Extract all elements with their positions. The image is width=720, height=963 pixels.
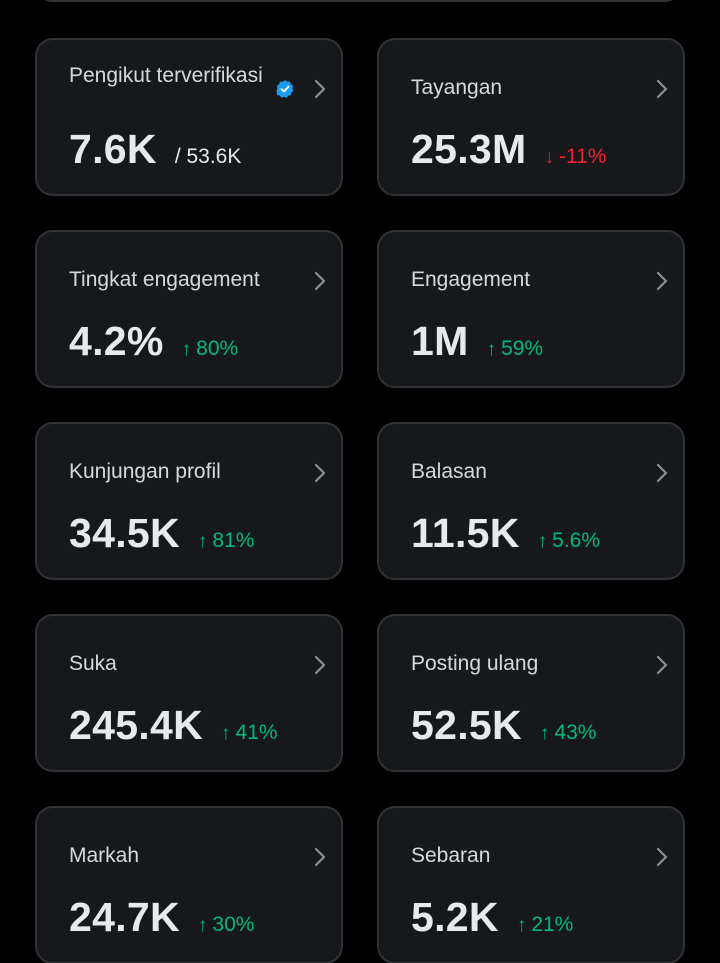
metric-change: ↑ 81%	[198, 529, 255, 553]
metric-value: 5.2K	[411, 894, 499, 940]
verified-badge-icon	[276, 80, 294, 98]
metric-label: Sebaran	[411, 844, 491, 867]
metric-label: Balasan	[411, 460, 487, 483]
metric-value-row: 7.6K / 53.6K	[69, 126, 241, 173]
metric-change-value: 30%	[212, 913, 255, 936]
metric-change: ↑ 43%	[540, 721, 597, 745]
metric-card-engagement-rate[interactable]: Tingkat engagement 4.2% ↑ 80%	[35, 230, 343, 388]
metric-change: ↑ 41%	[221, 721, 278, 745]
metric-value-row: 4.2% ↑ 80%	[69, 318, 238, 365]
chevron-right-icon	[656, 847, 668, 867]
metric-change-value: 59%	[501, 337, 544, 360]
metric-value: 34.5K	[69, 510, 180, 556]
metric-value: 4.2%	[69, 318, 164, 364]
chevron-right-icon	[314, 463, 326, 483]
arrow-up-icon: ↑	[516, 915, 527, 936]
metric-total: / 53.6K	[174, 145, 242, 168]
metric-label: Posting ulang	[411, 652, 539, 675]
metric-label: Markah	[69, 844, 140, 867]
chevron-right-icon	[314, 271, 326, 291]
metric-card-shares[interactable]: Sebaran 5.2K ↑ 21%	[377, 806, 685, 963]
metric-label: Engagement	[411, 268, 531, 291]
metric-value-row: 25.3M ↓ -11%	[411, 126, 606, 173]
metric-label: Tingkat engagement	[69, 268, 260, 291]
metric-card-engagement[interactable]: Engagement 1M ↑ 59%	[377, 230, 685, 388]
metric-value: 25.3M	[411, 126, 527, 172]
metric-change: ↓ -11%	[544, 145, 606, 169]
chevron-right-icon	[656, 79, 668, 99]
metric-change-value: 5.6%	[552, 529, 601, 552]
metric-value: 245.4K	[69, 702, 204, 748]
arrow-up-icon: ↑	[197, 915, 208, 936]
previous-card[interactable]	[35, 0, 683, 2]
metric-value: 7.6K	[69, 126, 157, 172]
chevron-right-icon	[656, 271, 668, 291]
metric-value: 52.5K	[411, 702, 522, 748]
arrow-up-icon: ↑	[486, 339, 497, 360]
metric-value-row: 52.5K ↑ 43%	[411, 702, 596, 749]
metric-card-reposts[interactable]: Posting ulang 52.5K ↑ 43%	[377, 614, 685, 772]
metric-value-row: 34.5K ↑ 81%	[69, 510, 254, 557]
arrow-up-icon: ↑	[221, 723, 231, 744]
metric-change-value: -11%	[558, 145, 607, 168]
metric-label: Tayangan	[411, 76, 503, 99]
metric-value-row: 1M ↑ 59%	[411, 318, 543, 365]
metric-value: 1M	[411, 318, 469, 364]
metric-value-row: 11.5K ↑ 5.6%	[411, 510, 600, 557]
metric-change: ↑ 5.6%	[538, 529, 600, 553]
metric-card-likes[interactable]: Suka 245.4K ↑ 41%	[35, 614, 343, 772]
metric-value-row: 245.4K ↑ 41%	[69, 702, 278, 749]
arrow-up-icon: ↑	[181, 339, 192, 360]
metric-label: Suka	[69, 652, 117, 675]
metric-change-value: 43%	[554, 721, 597, 744]
metric-change-value: 81%	[212, 529, 255, 552]
chevron-right-icon	[314, 79, 326, 99]
chevron-right-icon	[656, 655, 668, 675]
metric-card-replies[interactable]: Balasan 11.5K ↑ 5.6%	[377, 422, 685, 580]
metrics-grid: Pengikut terverifikasi 7.6K / 53.6K Taya…	[35, 38, 685, 963]
metric-value: 11.5K	[411, 510, 520, 556]
metric-change: ↑ 30%	[198, 913, 255, 937]
metric-card-bookmarks[interactable]: Markah 24.7K ↑ 30%	[35, 806, 343, 963]
metric-change-value: 21%	[531, 913, 574, 936]
metric-value-row: 24.7K ↑ 30%	[69, 894, 254, 941]
metric-label: Pengikut terverifikasi	[69, 64, 263, 87]
arrow-up-icon: ↑	[197, 531, 208, 552]
arrow-down-icon: ↓	[544, 147, 554, 168]
metric-card-profile-visits[interactable]: Kunjungan profil 34.5K ↑ 81%	[35, 422, 343, 580]
metric-change-value: 41%	[235, 721, 278, 744]
chevron-right-icon	[314, 655, 326, 675]
chevron-right-icon	[314, 847, 326, 867]
arrow-up-icon: ↑	[537, 531, 548, 552]
metric-change: ↑ 80%	[182, 337, 239, 361]
metric-card-views[interactable]: Tayangan 25.3M ↓ -11%	[377, 38, 685, 196]
metric-change-value: 80%	[196, 337, 239, 360]
metric-card-verified-followers[interactable]: Pengikut terverifikasi 7.6K / 53.6K	[35, 38, 343, 196]
metric-value-row: 5.2K ↑ 21%	[411, 894, 573, 941]
metric-change: ↑ 21%	[517, 913, 574, 937]
metric-change: ↑ 59%	[487, 337, 544, 361]
metric-label: Kunjungan profil	[69, 460, 221, 483]
arrow-up-icon: ↑	[539, 723, 550, 744]
metric-value: 24.7K	[69, 894, 180, 940]
chevron-right-icon	[656, 463, 668, 483]
